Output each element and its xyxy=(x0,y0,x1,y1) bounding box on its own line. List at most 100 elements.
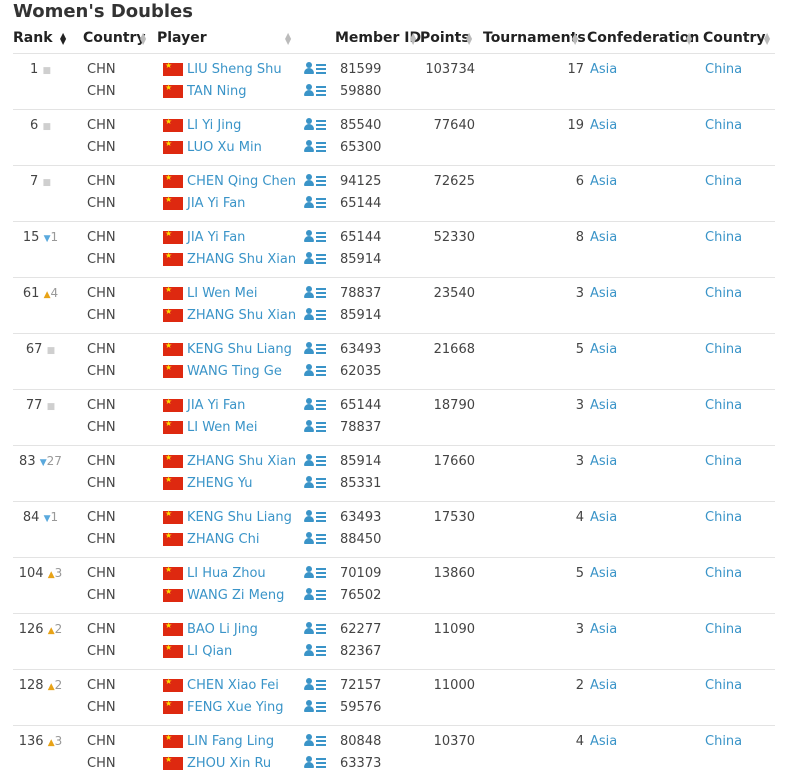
profile-icon[interactable] xyxy=(304,622,326,638)
country-link[interactable]: China xyxy=(705,342,743,357)
profile-icon[interactable] xyxy=(304,84,326,100)
player-name-link[interactable]: CHEN Qing Chen xyxy=(187,174,296,189)
player-name-link[interactable]: LIN Fang Ling xyxy=(187,734,275,749)
country-link[interactable]: China xyxy=(705,398,743,413)
country-link[interactable]: China xyxy=(705,454,743,469)
profile-icon[interactable] xyxy=(304,532,326,548)
profile-icon[interactable] xyxy=(304,364,326,380)
row-divider xyxy=(13,389,775,390)
player-name-link[interactable]: LI Wen Mei xyxy=(187,420,258,435)
player-name-link[interactable]: JIA Yi Fan xyxy=(187,398,246,413)
player-name-link[interactable]: WANG Zi Meng xyxy=(187,588,285,603)
column-header-tournaments[interactable]: Tournaments xyxy=(483,30,586,46)
confederation-link[interactable]: Asia xyxy=(590,678,618,693)
profile-icon[interactable] xyxy=(304,756,326,772)
confederation-link[interactable]: Asia xyxy=(590,510,618,525)
player-name-link[interactable]: JIA Yi Fan xyxy=(187,230,246,245)
sort-arrows-icon[interactable]: ▲ ▼ xyxy=(572,31,579,46)
country-link[interactable]: China xyxy=(705,566,743,581)
profile-line xyxy=(316,120,326,122)
profile-body xyxy=(304,146,314,152)
column-header-points[interactable]: Points xyxy=(420,30,470,46)
confederation-link[interactable]: Asia xyxy=(590,622,618,637)
profile-icon[interactable] xyxy=(304,62,326,78)
confederation-link[interactable]: Asia xyxy=(590,174,618,189)
profile-icon[interactable] xyxy=(304,140,326,156)
player-name-link[interactable]: ZHANG Shu Xian xyxy=(187,308,297,323)
profile-icon[interactable] xyxy=(304,118,326,134)
profile-icon[interactable] xyxy=(304,398,326,414)
profile-icon[interactable] xyxy=(304,420,326,436)
country-link[interactable]: China xyxy=(705,734,743,749)
player-name-link[interactable]: ZHENG Yu xyxy=(187,476,253,491)
profile-icon[interactable] xyxy=(304,252,326,268)
player-name-link[interactable]: LI Hua Zhou xyxy=(187,566,266,581)
confederation-link[interactable]: Asia xyxy=(590,62,618,77)
player-name-link[interactable]: FENG Xue Ying xyxy=(187,700,284,715)
profile-head xyxy=(306,252,312,258)
sort-arrows-icon[interactable]: ▲ ▼ xyxy=(764,31,771,46)
confederation-link[interactable]: Asia xyxy=(590,398,618,413)
player-name-link[interactable]: ZHOU Xin Ru xyxy=(187,756,272,771)
player-name-link[interactable]: ZHANG Chi xyxy=(187,532,260,547)
player-name-link[interactable]: BAO Li Jing xyxy=(187,622,258,637)
country-link[interactable]: China xyxy=(705,622,743,637)
column-header-confederation[interactable]: Confederation xyxy=(587,30,699,46)
profile-icon[interactable] xyxy=(304,566,326,582)
confederation-link[interactable]: Asia xyxy=(590,230,618,245)
sort-arrows-icon[interactable]: ▲ ▼ xyxy=(285,31,292,46)
player-name-link[interactable]: WANG Ting Ge xyxy=(187,364,282,379)
column-header-player[interactable]: Player xyxy=(157,30,207,46)
player-name-link[interactable]: LI Qian xyxy=(187,644,233,659)
profile-icon[interactable] xyxy=(304,308,326,324)
profile-body xyxy=(304,348,314,354)
country-link[interactable]: China xyxy=(705,118,743,133)
confederation-link[interactable]: Asia xyxy=(590,566,618,581)
player-name-link[interactable]: LUO Xu Min xyxy=(187,140,262,155)
player-name-link[interactable]: KENG Shu Liang xyxy=(187,510,292,525)
player-name-link[interactable]: LI Yi Jing xyxy=(187,118,242,133)
profile-icon[interactable] xyxy=(304,230,326,246)
profile-icon[interactable] xyxy=(304,678,326,694)
player-name-link[interactable]: ZHANG Shu Xian xyxy=(187,252,297,267)
country-link[interactable]: China xyxy=(705,62,743,77)
confederation-link[interactable]: Asia xyxy=(590,342,618,357)
confederation-link[interactable]: Asia xyxy=(590,286,618,301)
confederation-link[interactable]: Asia xyxy=(590,454,618,469)
profile-icon[interactable] xyxy=(304,286,326,302)
player-name-link[interactable]: JIA Yi Fan xyxy=(187,196,246,211)
country-link[interactable]: China xyxy=(705,286,743,301)
sort-arrows-icon[interactable]: ▲ ▼ xyxy=(140,31,147,46)
profile-icon[interactable] xyxy=(304,476,326,492)
profile-icon[interactable] xyxy=(304,510,326,526)
column-header-rank[interactable]: Rank xyxy=(13,30,53,46)
profile-icon[interactable] xyxy=(304,342,326,358)
column-header-member-id[interactable]: Member ID xyxy=(335,30,421,46)
profile-icon[interactable] xyxy=(304,196,326,212)
profile-icon[interactable] xyxy=(304,174,326,190)
sort-arrows-icon[interactable]: ▲ ▼ xyxy=(466,31,473,46)
sort-arrows-icon[interactable]: ▲ ▼ xyxy=(410,31,417,46)
confederation-link[interactable]: Asia xyxy=(590,734,618,749)
column-header-country-2[interactable]: Country xyxy=(703,30,766,46)
player-name-link[interactable]: KENG Shu Liang xyxy=(187,342,292,357)
confederation-link[interactable]: Asia xyxy=(590,118,618,133)
country-link[interactable]: China xyxy=(705,230,743,245)
country-link[interactable]: China xyxy=(705,174,743,189)
column-header-country[interactable]: Country xyxy=(83,30,146,46)
country-link[interactable]: China xyxy=(705,678,743,693)
profile-icon[interactable] xyxy=(304,734,326,750)
player-name-link[interactable]: LIU Sheng Shu xyxy=(187,62,282,77)
player-name-link[interactable]: TAN Ning xyxy=(187,84,247,99)
player-name-link[interactable]: ZHANG Shu Xian xyxy=(187,454,297,469)
player-name-link[interactable]: CHEN Xiao Fei xyxy=(187,678,279,693)
country-link[interactable]: China xyxy=(705,510,743,525)
profile-icon[interactable] xyxy=(304,454,326,470)
profile-icon[interactable] xyxy=(304,588,326,604)
sort-arrows-icon[interactable]: ▲ ▼ xyxy=(686,31,693,46)
player-name-link[interactable]: LI Wen Mei xyxy=(187,286,258,301)
sort-active-icon[interactable]: ▲ ▼ xyxy=(60,31,67,46)
profile-icon[interactable] xyxy=(304,700,326,716)
china-flag-icon xyxy=(163,117,183,132)
profile-icon[interactable] xyxy=(304,644,326,660)
